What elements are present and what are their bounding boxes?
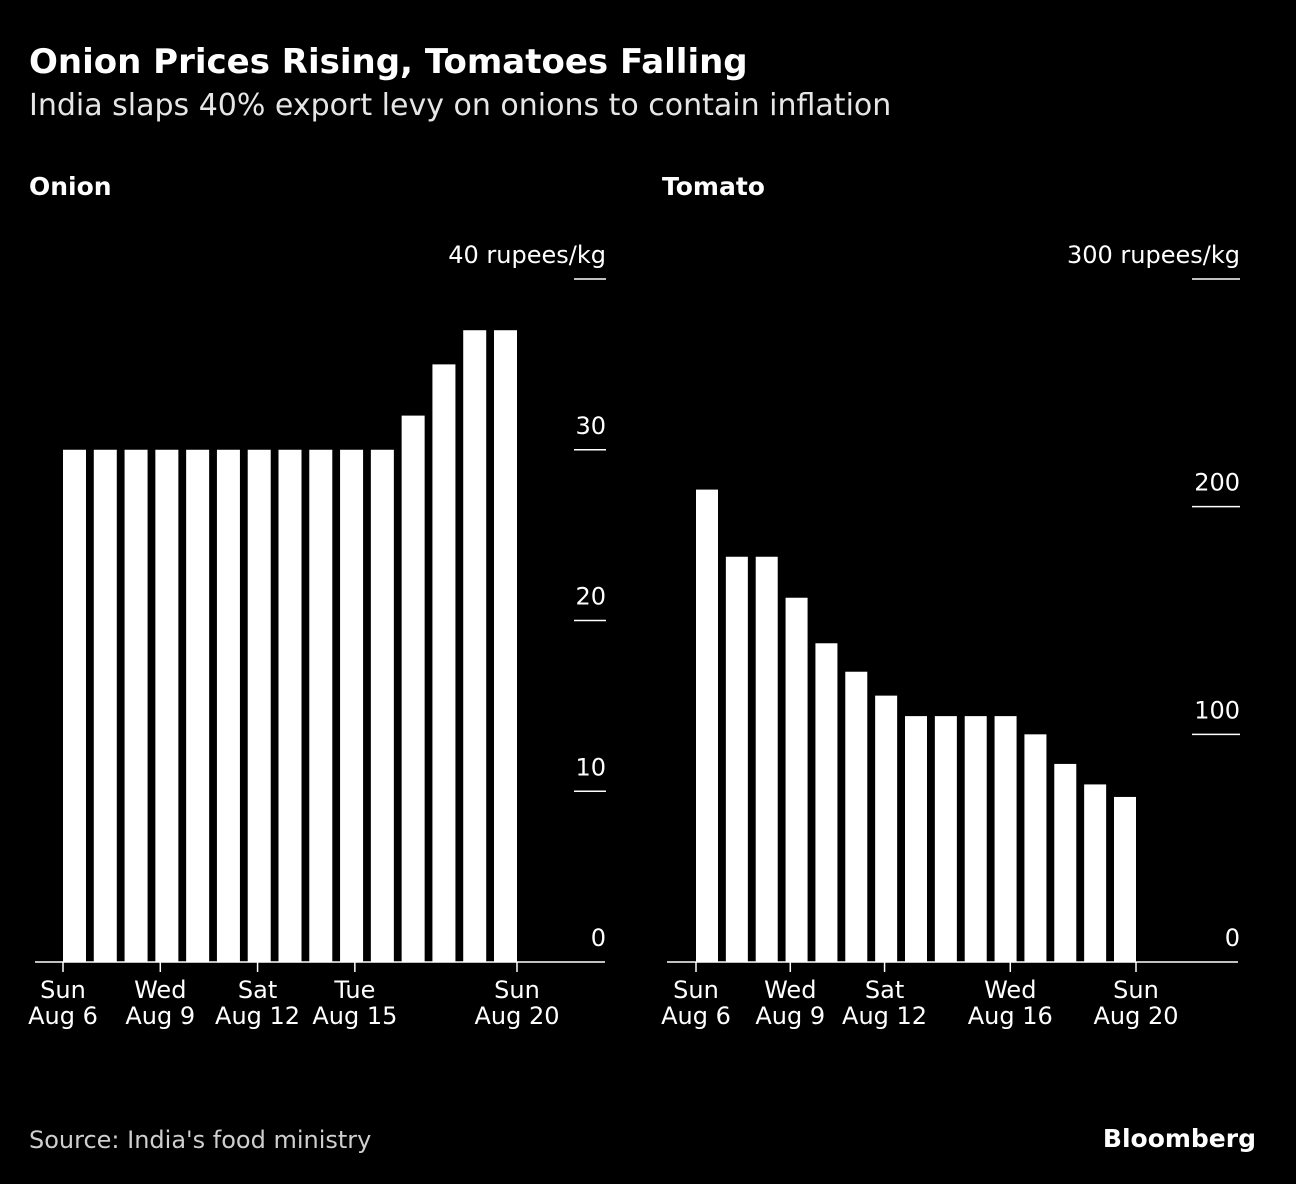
tomato-ytick-label: 300 rupees/kg: [1067, 241, 1240, 269]
tomato-xtick-label: Aug 16: [968, 1002, 1053, 1030]
bloomberg-logo: Bloomberg: [1102, 1124, 1256, 1153]
onion-ytick-label: 30: [575, 412, 606, 440]
onion-bar-aug-12: [247, 449, 271, 962]
source-note: Source: India's food ministry: [29, 1126, 372, 1154]
tomato-bar-aug-20: [1114, 796, 1136, 962]
onion-panel-title: Onion: [29, 172, 112, 201]
tomato-xtick-label: Wed: [984, 976, 1036, 1004]
tomato-ytick-label: 0: [1225, 924, 1240, 952]
tomato-bar-aug-9: [785, 597, 808, 962]
onion-ytick-label: 40 rupees/kg: [448, 241, 606, 269]
onion-ytick-label: 0: [591, 924, 606, 952]
onion-xtick-label: Wed: [134, 976, 186, 1004]
onion-bar-aug-7: [93, 449, 117, 962]
tomato-xtick-label: Sun: [673, 976, 719, 1004]
onion-bar-aug-14: [309, 449, 333, 962]
onion-bar-aug-20: [494, 330, 517, 963]
onion-xtick-label: Aug 9: [125, 1002, 195, 1030]
tomato-bar-aug-11: [845, 671, 868, 962]
onion-xtick-label: Aug 12: [215, 1002, 300, 1030]
tomato-bar-aug-15: [964, 716, 987, 962]
onion-bar-aug-19: [463, 330, 487, 963]
tomato-xtick-label: Aug 9: [755, 1002, 825, 1030]
tomato-ytick-label: 100: [1194, 696, 1240, 724]
tomato-bar-aug-19: [1084, 784, 1107, 962]
onion-bar-aug-13: [278, 449, 302, 962]
tomato-xtick-label: Aug 20: [1093, 1002, 1178, 1030]
chart-title: Onion Prices Rising, Tomatoes Falling: [29, 42, 748, 82]
tomato-panel-title: Tomato: [662, 172, 765, 201]
onion-bar-aug-10: [186, 449, 210, 962]
onion-bar-aug-18: [432, 364, 456, 962]
tomato-bar-aug-6: [696, 489, 718, 962]
tomato-bar-aug-7: [725, 556, 748, 962]
onion-bar-aug-6: [63, 449, 86, 962]
onion-bar-aug-17: [401, 415, 425, 963]
onion-xtick-label: Sat: [238, 976, 277, 1004]
onion-xtick-label: Sun: [494, 976, 540, 1004]
onion-xtick-label: Aug 15: [312, 1002, 397, 1030]
tomato-bar-aug-8: [755, 556, 778, 962]
tomato-bar-aug-17: [1024, 734, 1047, 962]
tomato-bar-aug-12: [875, 695, 898, 962]
tomato-bar-aug-10: [815, 643, 838, 962]
onion-bar-aug-16: [370, 449, 394, 962]
chart-subtitle: India slaps 40% export levy on onions to…: [29, 88, 892, 123]
tomato-ytick-label: 200: [1194, 469, 1240, 497]
tomato-bar-aug-16: [994, 716, 1017, 962]
tomato-xtick-label: Wed: [764, 976, 816, 1004]
tomato-xtick-label: Sat: [865, 976, 904, 1004]
onion-ytick-label: 10: [575, 753, 606, 781]
onion-xtick-label: Aug 6: [28, 1002, 98, 1030]
onion-bar-aug-15: [340, 449, 364, 962]
onion-ytick-label: 20: [575, 583, 606, 611]
onion-bar-aug-9: [155, 449, 179, 962]
onion-bar-aug-11: [216, 449, 240, 962]
tomato-xtick-label: Sun: [1113, 976, 1159, 1004]
tomato-xtick-label: Aug 12: [842, 1002, 927, 1030]
onion-xtick-label: Aug 20: [474, 1002, 559, 1030]
onion-bar-aug-8: [124, 449, 148, 962]
tomato-xtick-label: Aug 6: [661, 1002, 731, 1030]
tomato-bar-aug-14: [934, 716, 957, 962]
tomato-bar-aug-13: [905, 716, 927, 962]
onion-xtick-label: Sun: [40, 976, 86, 1004]
onion-xtick-label: Tue: [333, 976, 375, 1004]
tomato-bar-aug-18: [1054, 763, 1077, 962]
